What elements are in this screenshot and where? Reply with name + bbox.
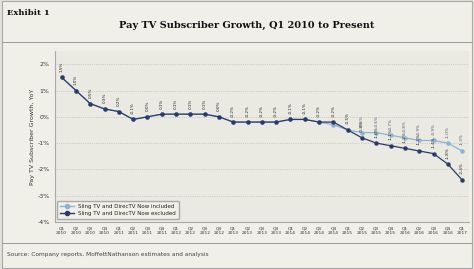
Text: -0.2%: -0.2% <box>274 105 278 116</box>
Text: -0.2%: -0.2% <box>231 105 235 116</box>
Text: -0.7%: -0.7% <box>389 118 392 130</box>
Text: -2.4%: -2.4% <box>460 162 464 174</box>
Y-axis label: Pay TV Subscriber Growth, YoY: Pay TV Subscriber Growth, YoY <box>29 89 35 185</box>
Text: -1.1%: -1.1% <box>389 129 392 140</box>
Text: 0.0%: 0.0% <box>146 101 149 111</box>
Text: -0.5%: -0.5% <box>346 112 350 124</box>
Text: -0.6%: -0.6% <box>360 115 364 127</box>
Text: 1.0%: 1.0% <box>74 75 78 85</box>
Text: -0.8%: -0.8% <box>360 121 364 132</box>
Text: Exhibit 1: Exhibit 1 <box>7 9 50 17</box>
Text: 0.1%: 0.1% <box>203 98 207 109</box>
Text: 0.0%: 0.0% <box>217 101 221 111</box>
Text: 0.3%: 0.3% <box>102 93 107 103</box>
Text: -1.8%: -1.8% <box>446 147 450 158</box>
Text: -0.9%: -0.9% <box>431 123 436 135</box>
Text: 0.2%: 0.2% <box>117 95 121 106</box>
Text: -1.0%: -1.0% <box>374 126 378 137</box>
Text: -0.2%: -0.2% <box>246 105 250 116</box>
Text: -0.6%: -0.6% <box>374 115 378 127</box>
Text: -0.2%: -0.2% <box>260 105 264 116</box>
Text: 0.5%: 0.5% <box>88 88 92 98</box>
Text: -1.3%: -1.3% <box>417 134 421 146</box>
Text: Pay TV Subscriber Growth, Q1 2010 to Present: Pay TV Subscriber Growth, Q1 2010 to Pre… <box>119 21 374 30</box>
Text: -1.2%: -1.2% <box>403 131 407 143</box>
Text: 1.5%: 1.5% <box>60 62 64 72</box>
Legend: Sling TV and DirecTV Now included, Sling TV and DirecTV Now excluded: Sling TV and DirecTV Now included, Sling… <box>57 201 179 219</box>
Text: -0.9%: -0.9% <box>417 123 421 135</box>
Text: -1.3%: -1.3% <box>460 134 464 146</box>
Text: 0.1%: 0.1% <box>188 98 192 109</box>
Text: -0.1%: -0.1% <box>289 102 292 114</box>
Text: -0.1%: -0.1% <box>131 102 135 114</box>
Text: -0.8%: -0.8% <box>403 121 407 132</box>
Text: -0.2%: -0.2% <box>317 105 321 116</box>
Text: -1.4%: -1.4% <box>431 136 436 148</box>
Text: 0.1%: 0.1% <box>174 98 178 109</box>
Text: Source: Company reports, MoffettNathanson estimates and analysis: Source: Company reports, MoffettNathanso… <box>7 252 209 257</box>
Text: -0.2%: -0.2% <box>331 105 336 116</box>
Text: -1.0%: -1.0% <box>446 126 450 137</box>
Text: 0.1%: 0.1% <box>160 98 164 109</box>
Text: -0.1%: -0.1% <box>303 102 307 114</box>
